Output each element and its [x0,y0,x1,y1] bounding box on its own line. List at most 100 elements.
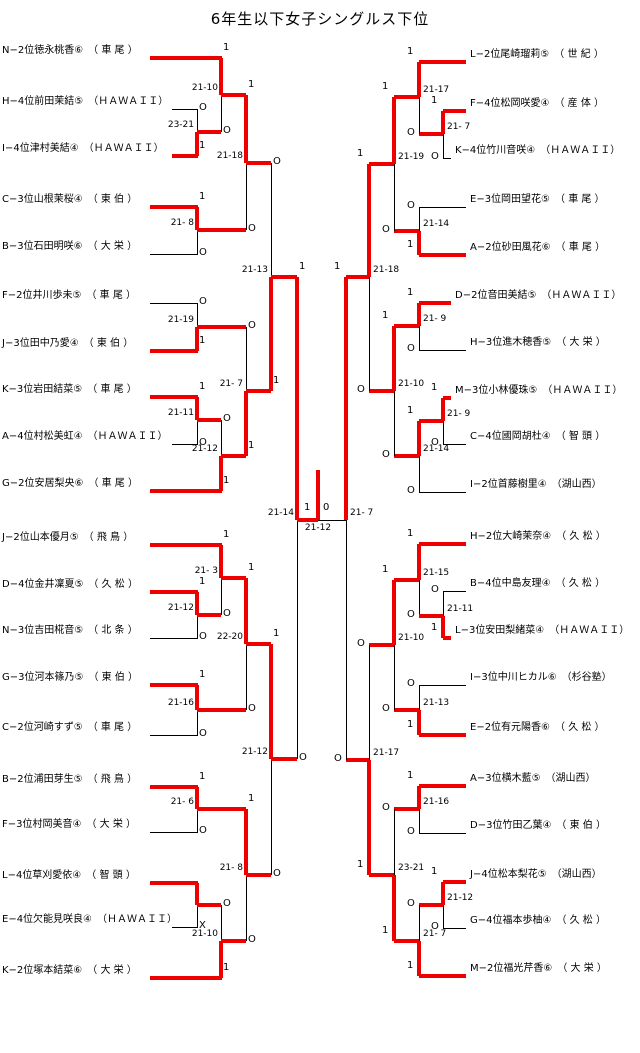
result-mark: 1 [407,960,414,971]
player-line [150,881,198,885]
winner-exit-line [246,642,271,646]
result-mark: O [431,437,439,448]
match-connector [221,545,222,615]
player-label: E−4位欠能見咲良④ （ＨＡＷＡＩＩ） [2,914,178,925]
winner-path [195,883,199,905]
score-label: 21- 3 [194,566,218,576]
result-mark: 1 [273,628,280,639]
score-label: 21-14 [423,444,450,454]
match-connector [369,164,370,391]
winner-path [269,277,273,391]
result-mark: 1 [357,859,364,870]
player-line [150,735,198,736]
score-label: 21-12 [191,444,218,454]
player-line [419,685,466,686]
player-line [443,928,466,929]
player-line [419,833,466,834]
winner-path [417,786,421,809]
player-line [150,349,198,353]
result-mark: O [407,826,415,837]
match-connector [419,303,420,350]
score-label: 21- 9 [423,314,447,324]
champion-line [316,470,320,520]
result-mark: 1 [407,719,414,730]
result-mark: 1 [382,310,389,321]
winner-path [417,710,421,735]
score-label: 21-12 [167,603,194,613]
match-connector [394,580,395,710]
winner-path [195,685,199,710]
player-line [150,683,198,687]
winner-path [392,580,396,645]
result-mark: 1 [431,622,438,633]
winner-exit-line [346,275,369,279]
result-mark: 1 [199,140,206,151]
score-label: 21-10 [191,83,218,93]
result-mark: 1 [431,95,438,106]
match-connector [419,786,420,833]
player-line [443,396,451,400]
player-line [150,976,222,980]
score-label: 21-12 [241,747,268,757]
player-label: A−3位横木藍⑤ （湖山西） [470,773,596,784]
score-label: 21- 7 [423,929,447,939]
player-label: E−2位有元陽香⑥ （ 久 松 ） [470,722,605,733]
winner-exit-line [271,757,297,761]
winner-exit-line [369,389,394,393]
player-label: K−4位竹川音咲④ （ＨＡＷＡＩＩ） [455,145,621,156]
player-label: L−2位尾崎瑠莉⑤ （ 世 紀 ） [470,49,604,60]
result-mark: O [199,825,207,836]
result-mark: 1 [407,287,414,298]
winner-path [244,809,248,875]
player-label: G−2位安居梨央⑥ （ 車 尾 ） [2,478,138,489]
result-mark: O [357,384,365,395]
player-line [443,158,451,159]
winner-exit-line [419,419,443,423]
winner-path [417,544,421,580]
winner-path [244,578,248,644]
player-line [150,205,198,209]
winner-path [195,592,199,615]
winner-path [295,277,299,520]
player-line [172,927,198,928]
winner-exit-line [221,93,246,97]
result-mark: 1 [248,793,255,804]
winner-path [344,277,348,520]
result-mark: O [273,156,281,167]
winner-path [195,397,199,420]
player-label: M−2位福光芹香⑥ （ 大 栄 ） [470,963,607,974]
match-connector [419,62,420,134]
player-line [419,542,466,546]
player-label: G−3位河本篠乃⑤ （ 東 伯 ） [2,672,138,683]
player-label: E−3位岡田望花⑤ （ 車 尾 ） [470,194,605,205]
score-label: 21- 6 [170,797,194,807]
result-mark: 1 [273,375,280,386]
player-label: B−4位中島友理④ （ 久 松 ） [470,578,606,589]
player-line [419,974,466,978]
winner-path [417,941,421,976]
player-label: D−4位金井凜夏⑤ （ 久 松 ） [2,579,138,590]
winner-path [417,62,421,97]
winner-exit-line [369,162,394,166]
score-label: 23-21 [167,120,194,130]
winner-exit-line [394,939,419,943]
result-mark: O [273,868,281,879]
player-label: I−4位津村美結④ （ＨＡＷＡＩＩ） [2,143,164,154]
winner-path [441,882,445,905]
winner-exit-line [197,708,246,712]
result-mark: 1 [407,770,414,781]
score-label: 21-10 [398,633,425,643]
match-connector [443,882,444,928]
result-mark: O [382,224,390,235]
player-line [172,154,198,158]
player-line [150,395,198,399]
result-mark: O [199,728,207,739]
result-mark: O [248,934,256,945]
winner-path [219,58,223,95]
winner-exit-line [394,229,419,233]
result-mark: 1 [382,925,389,936]
winner-exit-line [394,708,419,712]
score-label: 21- 8 [170,218,194,228]
winner-path [195,132,199,156]
winner-path [219,941,223,978]
